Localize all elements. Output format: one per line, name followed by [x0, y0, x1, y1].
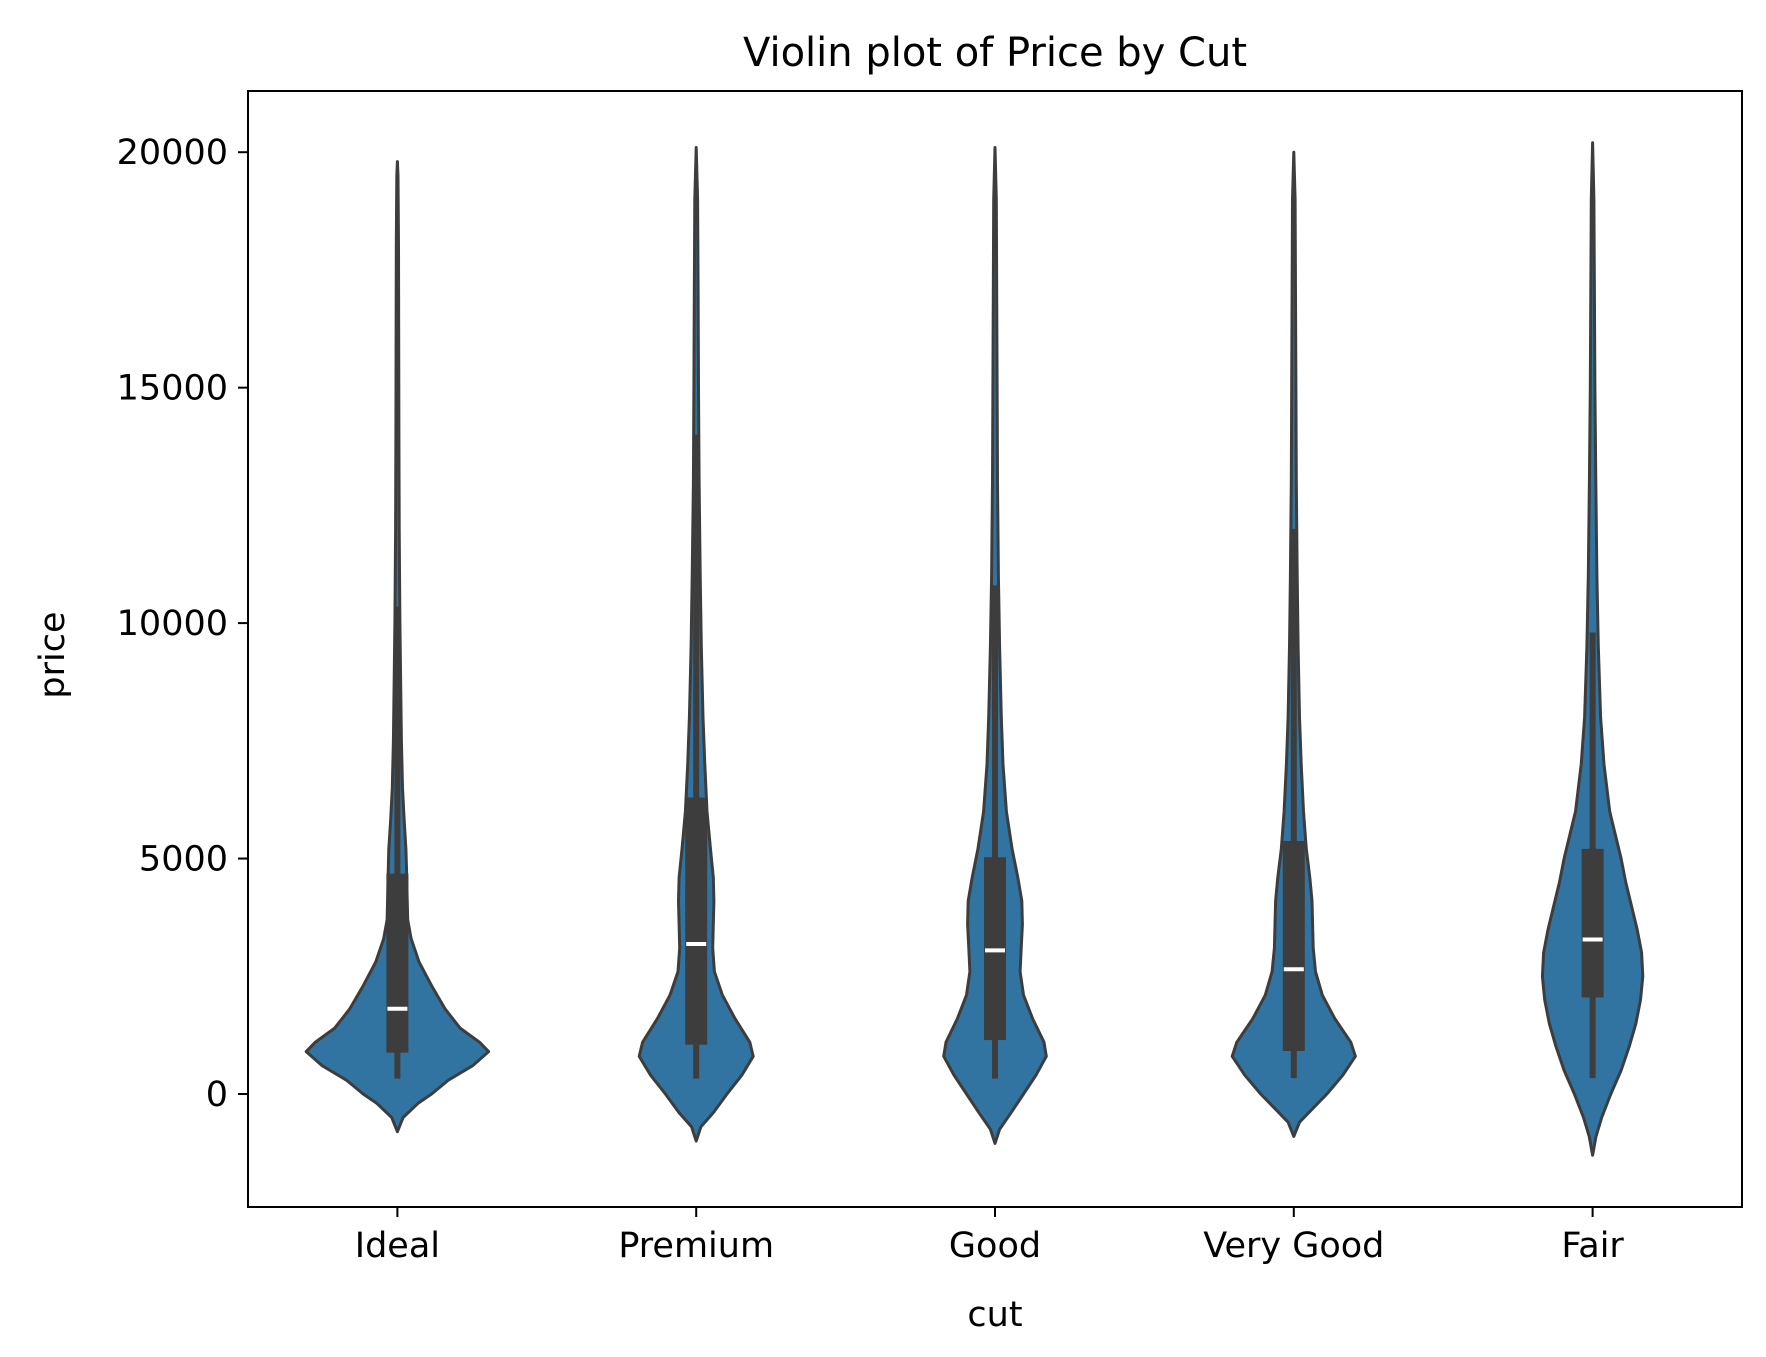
x-tick-label: Ideal	[355, 1226, 440, 1266]
violin-very-good	[1230, 150, 1357, 1138]
violin-good	[942, 146, 1048, 1145]
y-tick-label: 5000	[139, 840, 228, 880]
plot-frame	[247, 90, 1743, 1208]
violin-ideal	[304, 160, 491, 1134]
x-axis-label: cut	[967, 1295, 1022, 1335]
y-tick-label: 15000	[117, 369, 228, 409]
ticks-layer: Ideal Premium Good Very Good Fair 0 5000 10000 1…	[117, 133, 1625, 1266]
violin-iqr-box	[1282, 840, 1305, 1052]
violins-layer	[304, 141, 1645, 1157]
x-tick-label: Very Good	[1203, 1226, 1384, 1266]
y-tick-label: 20000	[117, 133, 228, 173]
y-axis-label: price	[33, 611, 73, 698]
x-tick-label: Fair	[1561, 1226, 1624, 1266]
violin-fair	[1540, 141, 1645, 1157]
chart-title: Violin plot of Price by Cut	[743, 30, 1247, 76]
x-tick-label: Good	[949, 1226, 1041, 1266]
violin-iqr-box	[1581, 848, 1604, 998]
y-tick-label: 0	[206, 1075, 228, 1115]
violin-iqr-box	[386, 873, 409, 1053]
x-tick-label: Premium	[618, 1226, 774, 1266]
violin-premium	[637, 146, 755, 1143]
violin-iqr-box	[685, 797, 708, 1045]
y-tick-label: 10000	[117, 604, 228, 644]
